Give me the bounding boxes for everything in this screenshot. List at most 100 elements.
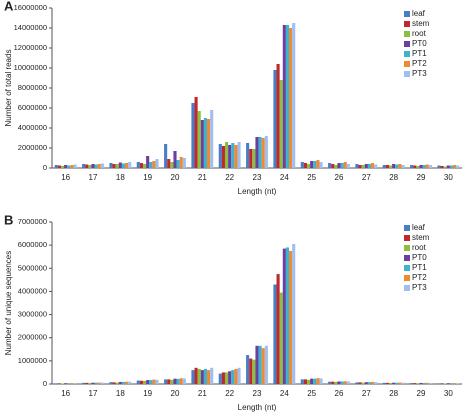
bar: [355, 164, 359, 168]
bar: [197, 368, 201, 384]
legend-label: PT3: [412, 69, 427, 78]
bar: [437, 383, 441, 384]
bar: [392, 164, 396, 168]
bar: [453, 165, 457, 168]
bar: [343, 162, 347, 168]
bar: [264, 136, 268, 168]
bar: [385, 382, 389, 384]
bar: [221, 372, 225, 384]
bar: [142, 380, 147, 384]
y-axis-title: Number of total reads: [4, 50, 13, 127]
bar: [218, 144, 222, 168]
bar: [428, 382, 432, 384]
bar: [249, 358, 253, 384]
bar: [300, 162, 304, 168]
legend-swatch: [404, 61, 410, 67]
bar: [437, 165, 441, 168]
legend-swatch: [404, 225, 410, 231]
bar: [371, 381, 375, 384]
bar: [228, 371, 232, 384]
bar: [139, 163, 143, 168]
bar: [249, 149, 253, 168]
bar: [382, 382, 386, 384]
bar: [300, 379, 304, 384]
panel-label: A: [4, 0, 14, 13]
x-tick-label: 27: [362, 389, 371, 398]
legend-label: PT2: [412, 59, 427, 68]
bar: [125, 381, 129, 384]
x-tick-label: 28: [389, 173, 398, 182]
bar: [179, 157, 183, 168]
bar: [425, 382, 429, 384]
bar: [419, 382, 423, 384]
bar: [237, 367, 241, 384]
x-tick-label: 20: [171, 173, 180, 182]
y-tick-label: 12000000: [14, 43, 47, 52]
legend-label: stem: [412, 233, 430, 242]
bar: [210, 367, 214, 384]
bar: [346, 164, 350, 168]
bar: [374, 164, 378, 168]
x-tick-label: 26: [335, 173, 344, 182]
x-tick-label: 30: [444, 389, 453, 398]
legend-swatch: [404, 21, 410, 27]
bar: [410, 165, 414, 168]
bar: [149, 162, 153, 168]
legend-label: leaf: [412, 223, 426, 232]
bar: [118, 381, 122, 384]
bar: [337, 163, 341, 168]
bar: [167, 379, 171, 384]
y-tick-label: 6000000: [18, 240, 47, 249]
bar: [422, 165, 426, 168]
bar: [449, 383, 454, 384]
y-tick-label: 4000000: [18, 286, 47, 295]
bar: [310, 378, 314, 384]
x-tick-label: 24: [280, 173, 289, 182]
bar: [355, 382, 359, 384]
bar: [328, 381, 332, 384]
bar: [164, 379, 168, 384]
bar: [289, 28, 293, 168]
x-tick-label: 26: [335, 389, 344, 398]
legend-swatch: [404, 265, 410, 271]
bar: [60, 383, 65, 384]
bar: [413, 383, 417, 384]
bar: [73, 383, 77, 384]
x-tick-label: 19: [143, 173, 152, 182]
bar: [176, 160, 180, 168]
bar: [374, 382, 378, 384]
bar: [401, 165, 405, 168]
bar: [367, 164, 372, 168]
bar: [313, 161, 317, 168]
bar: [234, 145, 238, 168]
legend-swatch: [404, 41, 410, 47]
legend-label: PT2: [412, 273, 427, 282]
bar: [88, 382, 92, 384]
legend-swatch: [404, 11, 410, 17]
bar: [200, 370, 204, 384]
bar: [303, 163, 307, 168]
legend-label: stem: [412, 19, 430, 28]
bar: [428, 165, 432, 168]
legend-label: PT0: [412, 253, 427, 262]
bar: [346, 381, 350, 384]
x-tick-label: 25: [307, 173, 316, 182]
bar: [255, 137, 259, 168]
legend-swatch: [404, 275, 410, 281]
bar: [54, 165, 58, 168]
bar: [234, 368, 238, 384]
legend-label: PT1: [412, 49, 427, 58]
bar: [88, 165, 92, 168]
bar: [246, 143, 250, 168]
bar: [416, 383, 420, 384]
legend-swatch: [404, 245, 410, 251]
bar: [443, 383, 447, 384]
y-tick-label: 4000000: [18, 123, 47, 132]
legend-swatch: [404, 71, 410, 77]
bar: [282, 248, 286, 384]
bar: [210, 110, 214, 168]
bar: [152, 161, 156, 168]
bar: [343, 381, 347, 384]
bar: [453, 383, 457, 384]
bar: [115, 382, 119, 384]
